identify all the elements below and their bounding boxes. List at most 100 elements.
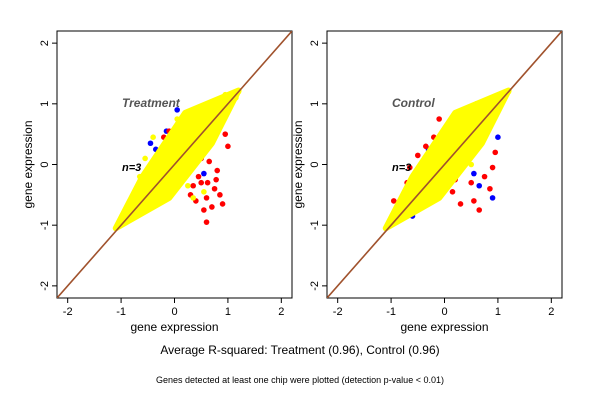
y-tick-label: 1 [309,101,321,107]
data-point [206,158,213,165]
data-point [201,189,207,195]
data-point [211,185,218,192]
data-point [460,128,466,134]
plot-area [57,31,292,298]
data-point [471,113,477,119]
data-point [136,173,143,180]
data-point [201,207,207,213]
x-axis-title: gene expression [400,320,488,334]
data-point [142,155,148,162]
data-point [471,198,477,204]
data-point [217,192,223,198]
data-point [203,219,210,225]
data-point [406,164,413,171]
data-point [166,140,172,147]
x-tick-label: -1 [386,306,396,318]
data-point [423,143,429,150]
data-point [144,173,151,180]
data-point [214,167,221,174]
data-point [476,182,483,189]
data-point [425,155,432,162]
data-point [487,185,493,192]
y-tick-label: 1 [39,101,51,107]
data-point [420,198,426,204]
scatter-panel-0: -2 -1 0 1 2 -2 -1 0 1 2 gene expression gene expres… [21,30,293,334]
x-tick-label: 1 [495,306,501,318]
data-point [209,204,215,210]
x-tick-label: -2 [333,306,343,318]
data-point [452,170,458,177]
data-point [473,143,480,150]
panel-label: Control [392,96,435,110]
data-point [185,182,191,189]
data-point [481,173,488,180]
data-point [222,131,229,137]
data-point [414,152,421,159]
y-tick-label: 0 [39,161,51,167]
y-tick-label: -1 [309,220,321,230]
y-tick-label: 2 [39,40,51,46]
data-point [198,179,205,186]
caption-footnote: Genes detected at least one chip were pl… [156,375,444,385]
data-point [198,149,205,156]
data-point [213,176,219,183]
y-tick-label: -2 [39,281,51,291]
y-axis-title: gene expression [291,120,305,208]
data-point [492,149,499,156]
data-point [449,134,456,140]
data-point [489,164,496,171]
data-point [190,182,196,189]
data-point [225,143,231,150]
data-point [449,189,456,195]
data-point [417,173,424,180]
panel-label: Treatment [122,96,181,110]
data-point [465,122,472,128]
data-point [457,201,464,207]
data-point [204,179,211,186]
data-point [179,125,186,131]
data-point [174,116,180,122]
data-point [489,195,496,201]
point-cloud [382,87,512,232]
data-point [457,155,464,162]
data-point [441,143,448,150]
data-point [214,119,221,125]
identity-line [57,31,292,298]
data-point [206,107,213,113]
data-point [190,195,196,201]
y-tick-label: 0 [309,161,321,167]
scatter-panel-1: -2 -1 0 1 2 -2 -1 0 1 2 gene expression gene expres… [291,30,563,334]
data-point [471,170,477,177]
data-point [195,110,202,116]
y-tick-label: 2 [309,40,321,46]
y-axis-title: gene expression [21,120,35,208]
data-point [193,158,199,165]
data-point [390,198,397,204]
data-point [444,167,450,174]
x-tick-label: -1 [116,306,126,318]
x-tick-label: 1 [225,306,231,318]
data-point [436,179,442,186]
data-point [219,201,226,207]
data-point [476,207,483,213]
data-point [409,179,416,186]
data-point [431,146,437,153]
x-tick-label: 2 [278,306,284,318]
data-point [201,170,207,177]
data-point [153,195,159,201]
data-point [177,134,183,140]
n-label: n=3 [122,162,141,174]
data-point [182,167,188,174]
identity-line [327,31,562,298]
y-tick-label: -2 [309,281,321,291]
data-point [401,195,408,201]
data-point [174,107,180,113]
data-point [147,140,154,147]
data-point [161,149,167,156]
x-tick-label: 2 [548,306,554,318]
caption-r-squared: Average R-squared: Treatment (0.96), Con… [160,343,440,357]
data-point [495,134,501,140]
y-tick-label: -1 [39,220,51,230]
x-tick-label: 0 [171,306,177,318]
